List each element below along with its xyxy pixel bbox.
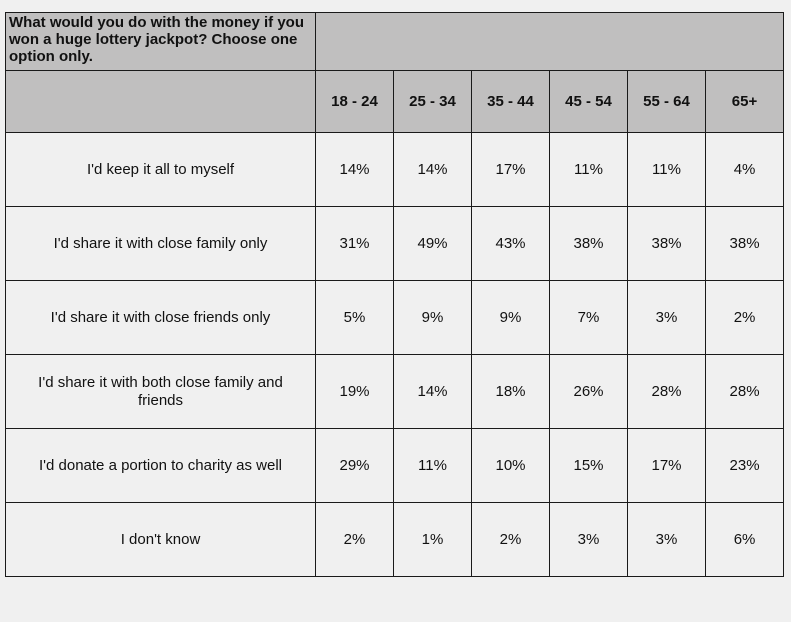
age-group-header: 35 - 44 [471, 70, 550, 133]
percentage-cell: 4% [704, 132, 785, 207]
percentage-cell: 3% [549, 502, 628, 577]
table-row: I'd share it with close friends only 5% 9%… [5, 280, 785, 355]
row-label: I don't know [5, 502, 316, 577]
row-label: I'd share it with close friends only [5, 280, 316, 355]
percentage-cell: 23% [704, 428, 785, 503]
percentage-cell: 1% [393, 502, 472, 577]
percentage-cell: 19% [315, 354, 394, 429]
percentage-cell: 2% [315, 502, 394, 577]
percentage-cell: 10% [471, 428, 550, 503]
percentage-cell: 29% [315, 428, 394, 503]
question-title: What would you do with the money if you … [5, 12, 316, 71]
percentage-cell: 6% [704, 502, 785, 577]
age-group-header: 18 - 24 [315, 70, 394, 133]
percentage-cell: 17% [627, 428, 706, 503]
percentage-cell: 28% [627, 354, 706, 429]
percentage-cell: 31% [315, 206, 394, 281]
percentage-cell: 3% [627, 280, 706, 355]
percentage-cell: 28% [704, 354, 785, 429]
percentage-cell: 9% [471, 280, 550, 355]
percentage-cell: 2% [471, 502, 550, 577]
percentage-cell: 26% [549, 354, 628, 429]
row-label: I'd share it with close family only [5, 206, 316, 281]
percentage-cell: 7% [549, 280, 628, 355]
age-group-header: 25 - 34 [393, 70, 472, 133]
row-label: I'd share it with both close family and … [5, 354, 316, 429]
percentage-cell: 14% [315, 132, 394, 207]
percentage-cell: 38% [627, 206, 706, 281]
question-row: What would you do with the money if you … [5, 12, 785, 71]
age-group-header: 45 - 54 [549, 70, 628, 133]
percentage-cell: 9% [393, 280, 472, 355]
percentage-cell: 14% [393, 354, 472, 429]
percentage-cell: 11% [393, 428, 472, 503]
header-corner-cell [5, 70, 316, 133]
percentage-cell: 11% [627, 132, 706, 207]
percentage-cell: 38% [704, 206, 785, 281]
survey-results-table: What would you do with the money if you … [5, 12, 785, 577]
age-header-row: 18 - 24 25 - 34 35 - 44 45 - 54 55 - 64 65+ [5, 70, 785, 133]
percentage-cell: 18% [471, 354, 550, 429]
percentage-cell: 3% [627, 502, 706, 577]
percentage-cell: 2% [704, 280, 785, 355]
percentage-cell: 38% [549, 206, 628, 281]
table-row: I'd keep it all to myself 14% 14% 17% 11% 11%… [5, 132, 785, 207]
row-label: I'd donate a portion to charity as well [5, 428, 316, 503]
age-group-header: 55 - 64 [627, 70, 706, 133]
percentage-cell: 17% [471, 132, 550, 207]
percentage-cell: 43% [471, 206, 550, 281]
table-row: I don't know 2% 1% 2% 3% 3% 6% [5, 502, 785, 577]
question-row-fill [314, 12, 785, 71]
age-group-header: 65+ [704, 70, 785, 133]
row-label: I'd keep it all to myself [5, 132, 316, 207]
percentage-cell: 15% [549, 428, 628, 503]
percentage-cell: 49% [393, 206, 472, 281]
percentage-cell: 5% [315, 280, 394, 355]
table-row: I'd donate a portion to charity as well 2… [5, 428, 785, 503]
percentage-cell: 14% [393, 132, 472, 207]
percentage-cell: 11% [549, 132, 628, 207]
table-row: I'd share it with close family only 31% 49… [5, 206, 785, 281]
table-row: I'd share it with both close family and … [5, 354, 785, 429]
